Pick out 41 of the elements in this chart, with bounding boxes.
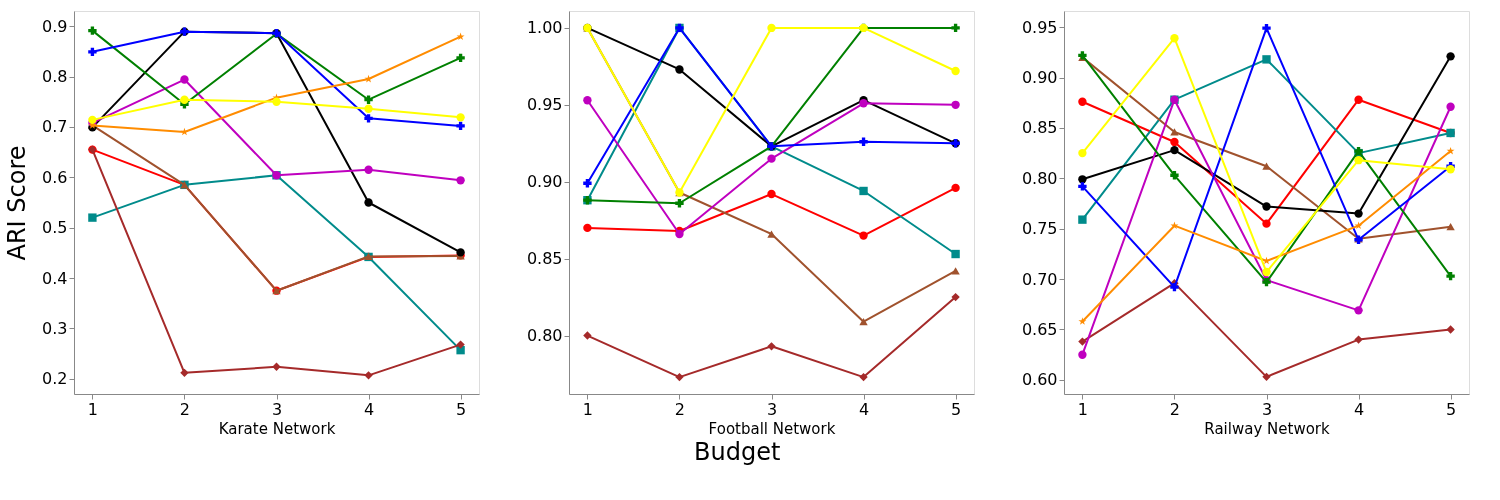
x-tick-label: 3 <box>1261 399 1273 419</box>
x-axis-title: Football Network <box>708 419 836 438</box>
y-tick-label: 0.9 <box>42 16 68 36</box>
y-tick-label: 0.5 <box>42 218 68 238</box>
x-tick-label: 2 <box>179 399 191 419</box>
y-tick-label: 0.60 <box>1021 370 1058 390</box>
x-tick-label: 2 <box>674 399 686 419</box>
x-tick-label: 3 <box>271 399 283 419</box>
y-tick-label: 0.2 <box>42 369 68 389</box>
y-tick-label: 0.80 <box>1021 168 1058 188</box>
y-tick-label: 0.75 <box>1021 219 1058 239</box>
x-tick-label: 4 <box>1353 399 1365 419</box>
y-tick-label: 0.4 <box>42 268 68 288</box>
y-tick-label: 1.00 <box>526 18 563 38</box>
x-tick-label: 5 <box>1446 399 1457 419</box>
y-tick-label: 0.70 <box>1021 269 1058 289</box>
x-tick-label: 1 <box>582 399 593 419</box>
y-tick-label: 0.95 <box>526 95 563 115</box>
y-tick-label: 0.65 <box>1021 319 1058 339</box>
y-tick-label: 0.90 <box>526 172 563 192</box>
y-tick-label: 0.80 <box>526 326 563 346</box>
x-tick-label: 1 <box>1077 399 1088 419</box>
x-axis-title: Karate Network <box>218 419 336 438</box>
x-tick-label: 5 <box>951 399 962 419</box>
x-tick-label: 2 <box>1169 399 1181 419</box>
y-tick-label: 0.85 <box>1021 118 1058 138</box>
y-tick-label: 0.85 <box>526 249 563 269</box>
x-tick-label: 1 <box>87 399 98 419</box>
y-tick-label: 0.8 <box>42 67 68 87</box>
y-tick-label: 0.95 <box>1021 17 1058 37</box>
y-tick-label: 0.7 <box>42 117 68 137</box>
x-tick-label: 4 <box>363 399 375 419</box>
y-tick-label: 0.6 <box>42 167 68 187</box>
y-axis-title: ARI Score <box>3 145 32 261</box>
x-axis-title: Railway Network <box>1204 419 1330 438</box>
y-tick-label: 0.3 <box>42 318 68 338</box>
x-tick-label: 3 <box>766 399 778 419</box>
x-tick-label: 4 <box>858 399 870 419</box>
text: Budget <box>694 437 781 466</box>
x-tick-label: 5 <box>456 399 467 419</box>
y-tick-label: 0.90 <box>1021 68 1058 88</box>
